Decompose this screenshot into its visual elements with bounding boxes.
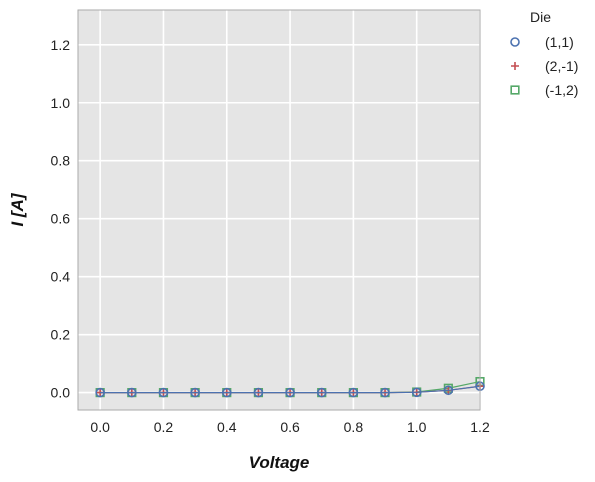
legend-label: (-1,2)	[545, 82, 578, 98]
series-layer	[95, 376, 485, 398]
x-tick-label: 0.4	[217, 419, 237, 435]
legend-label: (2,-1)	[545, 58, 578, 74]
data-point	[411, 387, 422, 398]
legend-marker	[510, 85, 520, 95]
series-circle	[95, 381, 485, 398]
x-axis-title: Voltage	[249, 453, 310, 472]
y-tick-label: 1.0	[51, 95, 71, 111]
data-point	[443, 385, 454, 396]
legend-marker	[511, 62, 519, 70]
legend-entry: (1,1)	[510, 34, 574, 50]
legend-entry: (-1,2)	[510, 82, 578, 98]
x-tick-label: 0.2	[154, 419, 174, 435]
legend: Die (1,1) (2,-1) (-1,2)	[510, 9, 578, 98]
y-tick-label: 0.2	[51, 327, 71, 343]
data-point	[380, 387, 390, 398]
x-tick-label: 1.0	[407, 419, 427, 435]
legend-label: (1,1)	[545, 34, 574, 50]
y-tick-label: 0.0	[51, 385, 71, 401]
data-point	[127, 387, 137, 398]
plot-frame	[77, 9, 481, 411]
tick-labels: 0.0 0.2 0.4 0.6 0.8 1.0 1.2 0.0 0.2 0.4 0.6 0.8 1.0 1…	[51, 37, 490, 435]
data-point	[316, 387, 327, 398]
plot-area	[78, 10, 480, 410]
x-tick-label: 1.2	[470, 419, 490, 435]
y-tick-label: 0.8	[51, 153, 71, 169]
legend-marker	[510, 37, 520, 47]
y-tick-label: 0.4	[51, 269, 71, 285]
y-tick-label: 1.2	[51, 37, 71, 53]
data-point	[253, 387, 264, 398]
data-point	[95, 387, 105, 398]
data-point	[221, 387, 232, 398]
data-point	[285, 387, 295, 398]
grid	[78, 10, 481, 410]
legend-entry: (2,-1)	[511, 58, 578, 74]
series-line	[100, 385, 481, 394]
x-tick-label: 0.0	[90, 419, 110, 435]
data-point	[348, 387, 359, 398]
data-point	[158, 387, 169, 398]
y-tick-label: 0.6	[51, 211, 71, 227]
y-axis-title: I [A]	[8, 192, 27, 226]
x-tick-label: 0.8	[344, 419, 364, 435]
data-point	[190, 387, 200, 398]
legend-title: Die	[530, 9, 551, 25]
x-tick-label: 0.6	[280, 419, 300, 435]
